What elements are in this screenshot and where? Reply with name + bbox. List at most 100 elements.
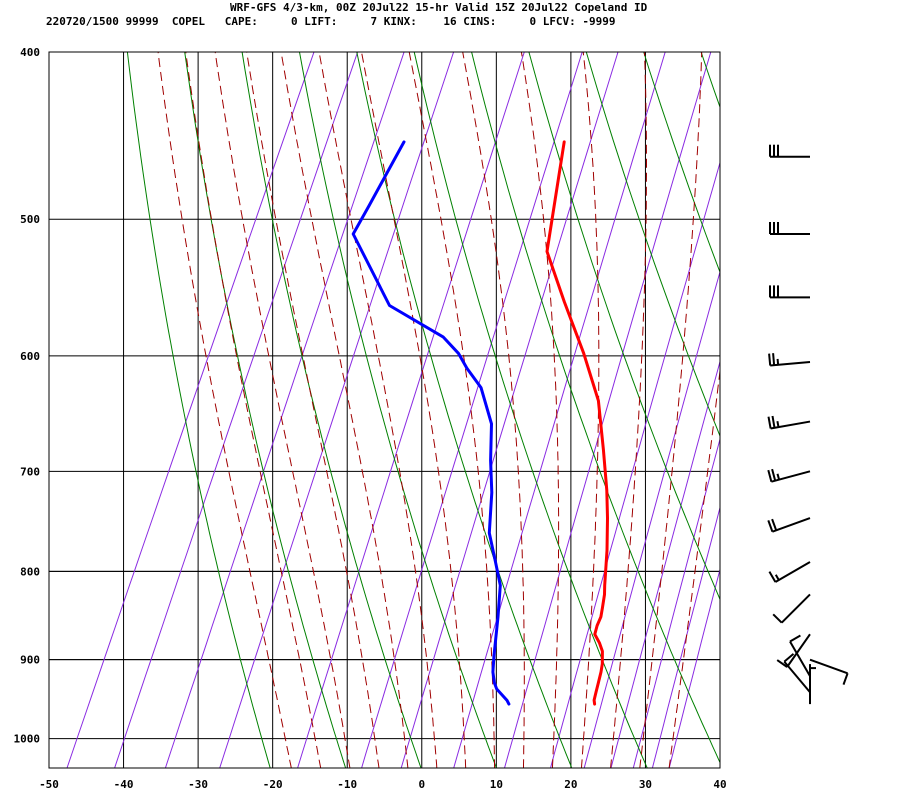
moist-adiabat (668, 366, 720, 768)
pressure-tick-label: 500 (20, 213, 40, 226)
dry-adiabat (585, 52, 720, 438)
wind-barb-column (767, 144, 849, 705)
temperature-tick-label: 30 (639, 778, 652, 791)
wind-barb (769, 285, 811, 299)
mixing-ratio-line (583, 270, 720, 768)
moist-adiabat (157, 52, 292, 768)
header-title: WRF-GFS 4/3-km, 00Z 20Jul22 15-hr Valid … (230, 1, 648, 14)
moist-adiabat (520, 52, 560, 768)
wind-barb-staff (789, 640, 811, 677)
wind-barb (768, 353, 811, 367)
moist-adiabat (318, 52, 438, 768)
pressure-axis: 400 500 600 700 800 900 1000 (14, 46, 41, 746)
temperature-tick-label: 0 (418, 778, 425, 791)
dry-adiabat (471, 52, 720, 764)
wind-barb-staff (770, 361, 811, 367)
pressure-tick-label: 900 (20, 654, 40, 667)
mixing-ratio-line (632, 437, 720, 768)
wind-barb (772, 593, 811, 624)
mixing-ratio-line (114, 52, 359, 768)
moist-adiabat (360, 52, 467, 768)
pressure-tick-label: 400 (20, 46, 40, 59)
moist-adiabat (580, 52, 600, 768)
mixing-ratio-line (651, 505, 720, 768)
wind-barb-feather (776, 473, 781, 480)
pressure-tick-label: 1000 (14, 733, 41, 746)
wind-barb (809, 658, 849, 685)
wind-barb (767, 468, 811, 483)
wind-barb-staff (783, 660, 811, 693)
wind-barb-feather (776, 358, 780, 365)
wind-barb-feather (774, 574, 780, 581)
pressure-tick-label: 700 (20, 465, 40, 478)
temperature-tick-label: -40 (114, 778, 134, 791)
wind-barb-staff (770, 420, 811, 430)
wind-barb-feather (842, 672, 849, 685)
wind-barb-staff (809, 658, 848, 675)
dry-adiabat (184, 52, 347, 768)
wind-barb (789, 634, 811, 677)
wind-barb-staff (786, 633, 811, 668)
temperature-tick-label: 40 (713, 778, 726, 791)
header-indices: 220720/1500 99999 COPEL CAPE: 0 LIFT: 7 … (46, 15, 616, 28)
temperature-tick-label: -30 (188, 778, 208, 791)
wind-barb-feather (771, 468, 777, 481)
temperature-axis: -50 -40 -30 -20 -10 0 10 20 30 40 (39, 778, 727, 791)
wind-barb-feather (767, 520, 774, 533)
mixing-ratio-line (610, 359, 720, 768)
dry-adiabat (298, 52, 497, 768)
wind-barb-feather (783, 653, 795, 663)
dewpoint-profile (351, 140, 511, 706)
wind-barb-feather (776, 659, 788, 668)
temperature-tick-label: 10 (490, 778, 503, 791)
mixing-ratio-lines (66, 52, 720, 768)
wind-barb-feather (767, 469, 773, 482)
temperature-tick-label: -10 (337, 778, 357, 791)
mixing-ratio-line (297, 52, 525, 768)
wind-barb-staff (780, 593, 811, 624)
wind-barb (809, 664, 816, 705)
wind-barb (783, 653, 811, 693)
moist-adiabat (639, 52, 703, 768)
dry-adiabat (801, 14, 900, 783)
wind-barb (776, 633, 811, 668)
wind-barb-feather (772, 613, 783, 624)
mixing-ratio-line (164, 52, 405, 768)
wind-barb-feather (767, 416, 772, 429)
dry-adiabat (126, 52, 271, 768)
temperature-tick-label: 20 (564, 778, 577, 791)
chart-header: WRF-GFS 4/3-km, 00Z 20Jul22 15-hr Valid … (0, 0, 900, 30)
wind-barb (767, 517, 811, 533)
wind-barb-staff (771, 470, 811, 483)
moist-adiabat (246, 52, 380, 768)
wind-barb-feather (768, 571, 777, 583)
dry-adiabat (241, 52, 422, 768)
temperature-tick-label: -50 (39, 778, 59, 791)
temperature-tick-label: -20 (263, 778, 283, 791)
mixing-ratio-line (66, 52, 315, 768)
wind-barb (769, 144, 811, 158)
mixing-ratio-line (361, 52, 583, 768)
mixing-ratio-line (668, 567, 720, 768)
dry-adiabat (356, 52, 573, 768)
moist-adiabat (408, 52, 496, 768)
mixing-ratio-line (453, 52, 666, 768)
temperature-profile (545, 140, 609, 706)
moist-adiabat (610, 52, 647, 768)
wind-barb-feather (771, 415, 776, 428)
wind-barb (767, 415, 811, 430)
plot-frame (48, 51, 721, 769)
wind-barb-staff (772, 517, 811, 533)
wind-barb-staff (774, 561, 811, 583)
wind-barb (769, 222, 811, 236)
wind-barb-feather (789, 634, 801, 643)
pressure-tick-label: 600 (20, 350, 40, 363)
dry-adiabat (858, 14, 900, 783)
wind-barb-feather (772, 353, 776, 366)
wind-barb-feather (776, 421, 780, 428)
dry-adiabat (528, 52, 720, 601)
moist-adiabat (185, 52, 322, 768)
wind-barb (768, 561, 811, 583)
mixing-ratio-line (219, 52, 455, 768)
